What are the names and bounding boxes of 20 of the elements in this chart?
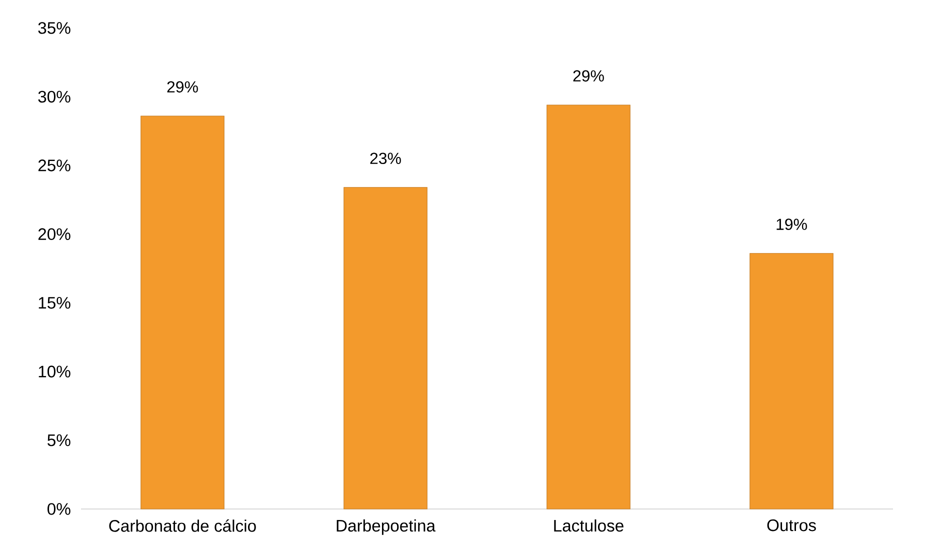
bar — [546, 104, 630, 510]
bar — [750, 253, 834, 510]
y-tick-label: 35% — [38, 22, 70, 34]
y-tick-label: 10% — [38, 366, 70, 378]
data-label: 19% — [776, 218, 807, 230]
data-label: 23% — [370, 152, 401, 164]
data-label: 29% — [573, 70, 604, 82]
y-tick-label: 5% — [48, 434, 70, 446]
y-tick-label: 25% — [38, 160, 70, 172]
x-tick-label: Carbonato de cálcio — [109, 519, 256, 532]
y-tick-label: 0% — [48, 503, 70, 515]
data-label: 29% — [167, 81, 198, 93]
bar — [140, 116, 224, 510]
y-tick-label: 15% — [38, 296, 70, 309]
y-tick-label: 30% — [38, 90, 70, 103]
x-tick-label: Darbepoetina — [336, 519, 436, 535]
x-tick-label: Outros — [767, 519, 816, 532]
y-tick-label: 20% — [38, 228, 70, 240]
x-tick-label: Lactulose — [554, 519, 624, 532]
bar — [344, 187, 428, 510]
